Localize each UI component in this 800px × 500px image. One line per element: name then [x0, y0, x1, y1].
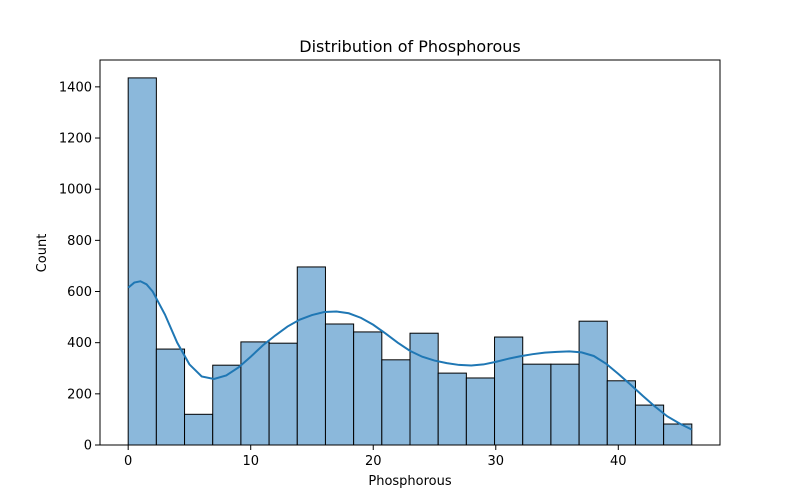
histogram-bar [381, 359, 411, 446]
histogram-bar [522, 363, 552, 446]
bars-group [127, 77, 693, 446]
y-axis-ticks: 0 200 400 600 800 1000 1200 1400 [59, 80, 100, 454]
y-tick-label: 600 [67, 285, 92, 300]
y-axis-label: Count [35, 234, 50, 273]
x-tick-label: 30 [487, 454, 504, 469]
y-tick-label: 1200 [59, 132, 92, 147]
histogram-bar [606, 380, 636, 446]
histogram-bar [550, 363, 580, 446]
histogram-bar [634, 404, 665, 446]
histogram-bar [324, 323, 355, 446]
x-tick-label: 0 [124, 454, 132, 469]
plot-frame [99, 59, 721, 446]
histogram-bar [296, 266, 326, 446]
histogram-bar [240, 341, 270, 446]
y-tick-label: 1400 [59, 80, 92, 95]
histogram-bar [437, 372, 467, 446]
x-tick-label: 10 [242, 454, 259, 469]
y-tick-label: 800 [67, 234, 92, 249]
histogram-bar [268, 342, 298, 446]
histogram-bar [409, 332, 439, 446]
histogram-bar [184, 413, 214, 446]
y-tick-label: 200 [67, 387, 92, 402]
y-tick-label: 400 [67, 336, 92, 351]
histogram-bar [353, 331, 383, 446]
histogram-bar [155, 348, 186, 446]
x-tick-label: 20 [365, 454, 382, 469]
histogram-bar [494, 336, 524, 446]
x-axis-ticks: 0 10 20 30 40 [124, 445, 627, 469]
kde-curve [127, 280, 693, 431]
y-tick-label: 1000 [59, 183, 92, 198]
histogram-bar [578, 320, 608, 446]
x-tick-label: 40 [610, 454, 627, 469]
x-axis-label: Phosphorous [368, 474, 452, 489]
y-tick-label: 0 [84, 439, 92, 454]
histogram-bar [465, 377, 496, 446]
chart-title: Distribution of Phosphorous [299, 37, 520, 56]
histogram-bar [127, 77, 157, 446]
